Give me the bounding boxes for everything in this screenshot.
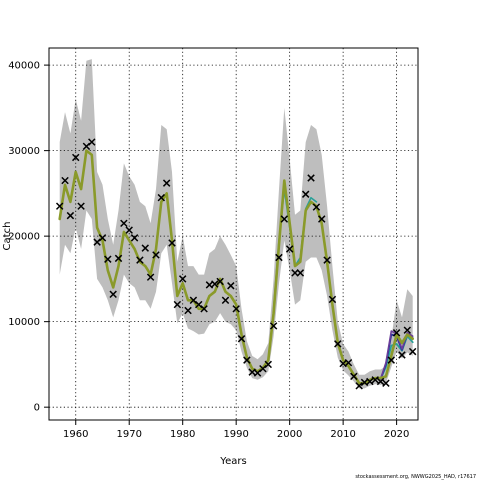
observed-point-1962 xyxy=(82,142,91,151)
observed-point-1966 xyxy=(104,255,112,263)
observed-point-2021 xyxy=(398,351,406,359)
observed-point-1990 xyxy=(232,305,240,313)
series-line-0 xyxy=(58,149,415,385)
y-tick-label-40000: 40000 xyxy=(8,61,40,72)
observed-point-2007 xyxy=(323,256,331,264)
y-tick-label-10000: 10000 xyxy=(8,317,40,328)
y-tick-label-30000: 30000 xyxy=(8,146,40,157)
plot-frame xyxy=(48,47,419,421)
observed-point-1996 xyxy=(264,360,272,369)
observed-point-2015 xyxy=(366,377,374,386)
observed-point-2023 xyxy=(408,347,417,356)
observed-point-1972 xyxy=(136,256,144,264)
observed-point-1973 xyxy=(141,244,149,252)
observed-point-1959 xyxy=(66,211,75,220)
observed-point-2005 xyxy=(312,203,321,211)
x-axis-title: Years xyxy=(219,456,246,467)
observed-point-1984 xyxy=(200,305,208,313)
confidence-band xyxy=(59,59,413,389)
observed-point-1958 xyxy=(61,176,69,185)
observed-point-1967 xyxy=(109,290,117,299)
observed-point-1994 xyxy=(253,369,262,377)
observed-point-1998 xyxy=(275,253,283,262)
x-tick-label-1960: 1960 xyxy=(63,429,88,440)
observed-point-1989 xyxy=(227,282,235,290)
observed-point-1991 xyxy=(237,335,246,343)
x-tick-label-2020: 2020 xyxy=(384,429,409,440)
observed-point-2006 xyxy=(318,215,326,223)
x-tick-label-1970: 1970 xyxy=(116,429,141,440)
observed-point-2013 xyxy=(355,382,363,390)
observed-point-2016 xyxy=(371,376,379,384)
observed-point-1997 xyxy=(269,322,278,330)
observed-point-1963 xyxy=(88,138,96,146)
observed-point-1983 xyxy=(195,300,203,309)
observed-point-2003 xyxy=(301,190,310,198)
observed-point-1978 xyxy=(168,239,176,247)
series-lines xyxy=(58,149,415,385)
observed-point-1987 xyxy=(216,277,224,286)
observed-point-1974 xyxy=(146,273,155,281)
footnote: stockassessment.org, NWWG2025_HAD, r1761… xyxy=(355,474,476,480)
observed-point-1957 xyxy=(55,202,64,210)
observed-point-1964 xyxy=(93,238,101,246)
observed-point-1969 xyxy=(120,219,128,228)
y-axis-title: Catch xyxy=(2,222,13,251)
axes: 1960 1970 1980 1990 2000 2010 2020 0 10000 20000 3… xyxy=(8,61,409,440)
observed-point-1961 xyxy=(77,202,85,210)
grid xyxy=(49,48,418,420)
observed-point-2004 xyxy=(307,174,315,182)
x-tick-label-2000: 2000 xyxy=(277,429,302,440)
observed-point-1986 xyxy=(211,280,219,288)
y-tick-label-20000: 20000 xyxy=(8,232,40,243)
observed-point-1977 xyxy=(162,179,171,187)
observed-point-1982 xyxy=(189,296,198,305)
observed-point-1988 xyxy=(221,296,230,305)
observed-point-2001 xyxy=(291,269,299,277)
observed-point-2018 xyxy=(382,379,390,387)
observed-point-1971 xyxy=(130,234,139,242)
observed-point-2022 xyxy=(403,326,412,334)
observed-point-2008 xyxy=(328,295,337,304)
x-tick-label-2010: 2010 xyxy=(330,429,355,440)
observed-point-2002 xyxy=(296,269,305,277)
observed-point-1965 xyxy=(98,234,107,242)
observed-point-1968 xyxy=(114,254,123,263)
y-tick-label-0: 0 xyxy=(34,403,40,414)
observed-point-2000 xyxy=(285,245,294,253)
observed-point-1976 xyxy=(157,193,166,202)
x-tick-label-1980: 1980 xyxy=(170,429,195,440)
observed-point-1995 xyxy=(259,364,267,373)
observed-point-2019 xyxy=(387,356,395,364)
observed-point-2011 xyxy=(344,358,353,367)
observed-points xyxy=(55,138,417,390)
observed-point-2012 xyxy=(350,372,358,381)
observed-point-1992 xyxy=(243,356,251,364)
observed-point-1980 xyxy=(178,275,187,283)
observed-point-1981 xyxy=(184,306,192,315)
observed-point-2020 xyxy=(392,329,401,337)
observed-point-1999 xyxy=(280,215,289,223)
observed-point-1975 xyxy=(152,251,160,259)
observed-point-1979 xyxy=(173,300,182,309)
x-tick-label-1990: 1990 xyxy=(223,429,248,440)
confidence-band-area xyxy=(59,59,413,389)
observed-point-2009 xyxy=(334,340,342,348)
observed-point-1970 xyxy=(125,226,133,234)
observed-point-1960 xyxy=(72,153,80,162)
observed-point-2017 xyxy=(376,377,385,386)
